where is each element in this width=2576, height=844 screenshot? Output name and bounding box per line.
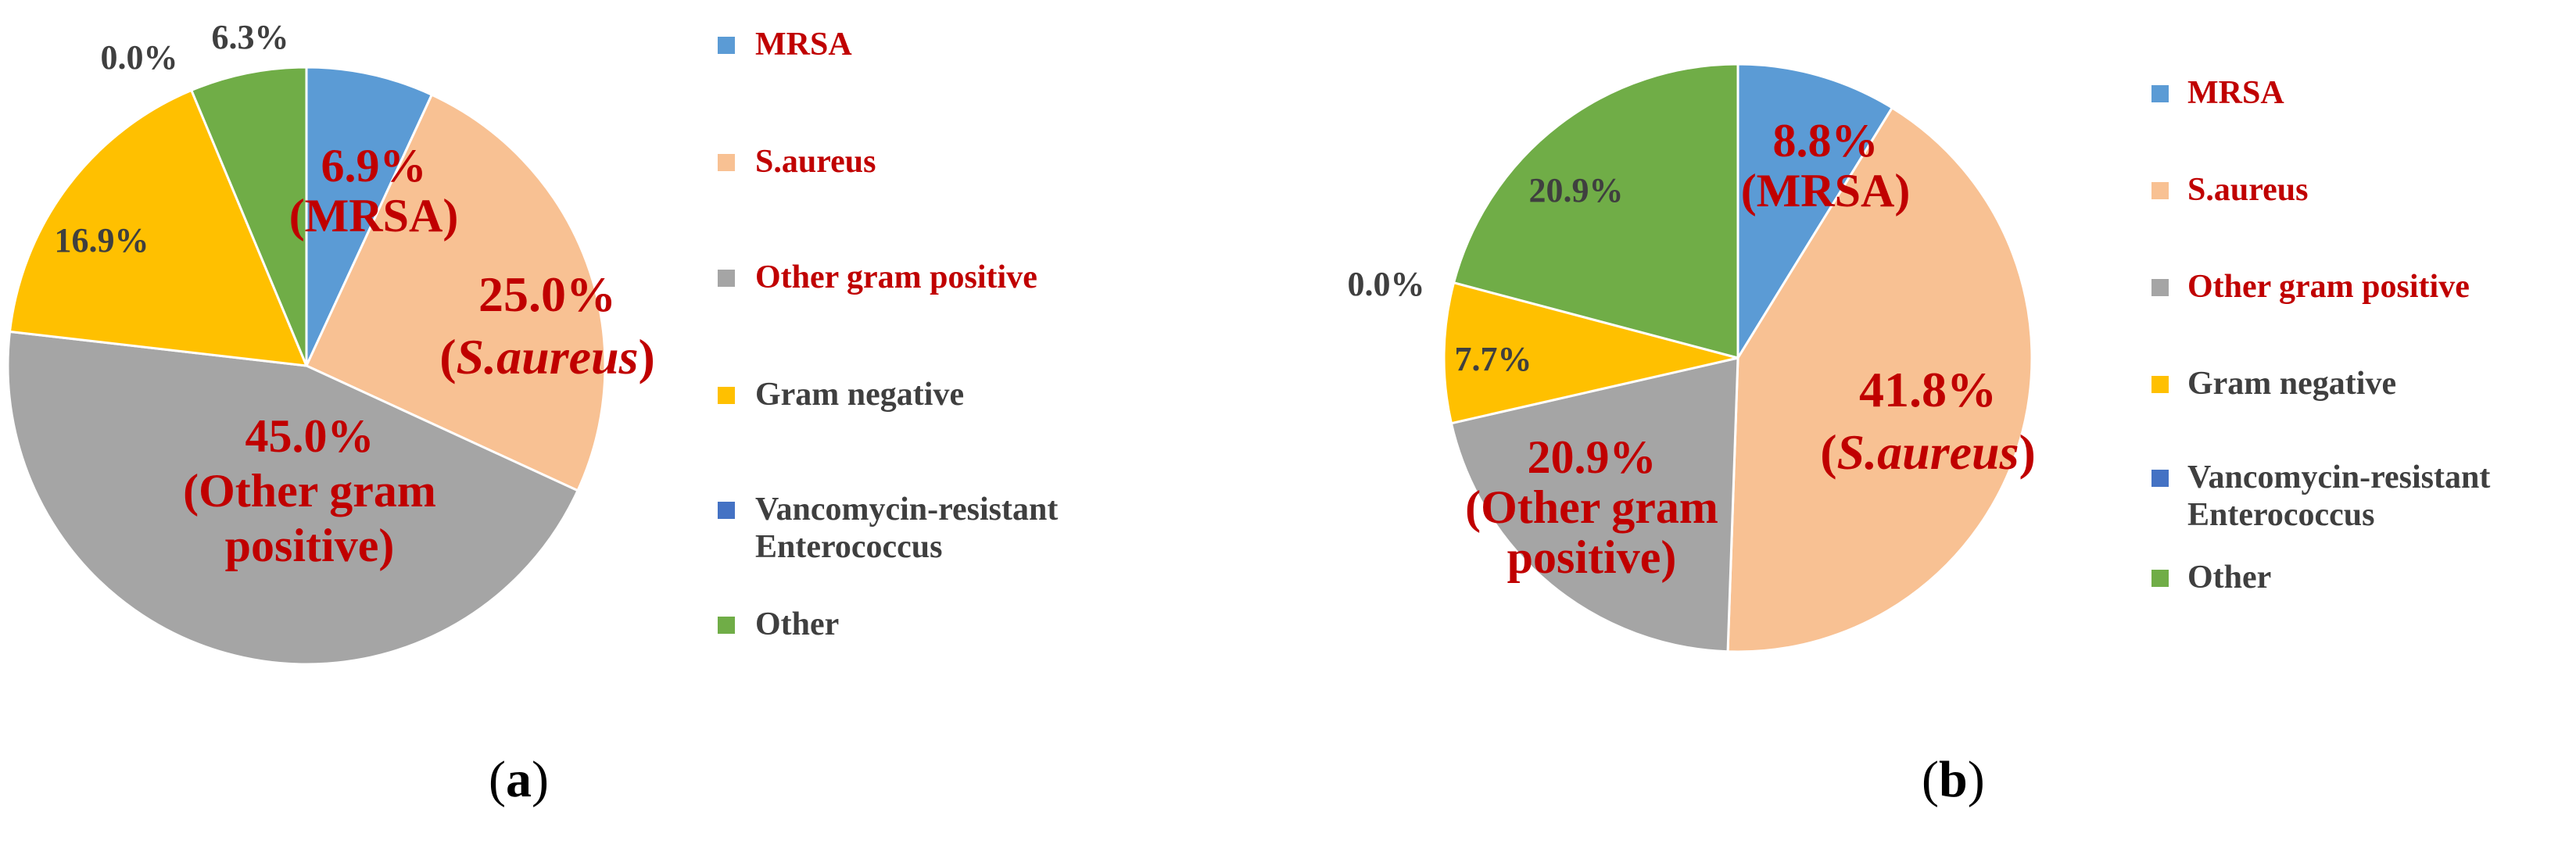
data-label-vancomycin-resistant-enterococcus: 0.0% (101, 38, 178, 77)
legend-item-s-aureus: S.aureus (2151, 172, 2308, 208)
legend-item-s-aureus: S.aureus (718, 144, 876, 180)
slice-other (190, 66, 308, 367)
legend-swatch (2151, 85, 2169, 102)
legend-swatch (718, 617, 735, 634)
legend-swatch (2151, 279, 2169, 296)
legend-item-gram-negative: Gram negative (2151, 366, 2396, 402)
slice-other (1453, 63, 1739, 359)
legend-swatch (718, 154, 735, 171)
data-label-mrsa: 6.9% (MRSA) (289, 140, 459, 241)
legend-label: MRSA (755, 27, 852, 63)
legend-item-gram-negative: Gram negative (718, 377, 964, 413)
caption-a-letter: a (505, 751, 532, 808)
slice-labels: 8.8% (MRSA) 41.8% (S.aureus) 20.9% (Other gra… (1348, 115, 2036, 583)
legend-item-other-gram-positive: Other gram positive (718, 259, 1037, 295)
legend-item-vancomycin-resistant-enterococcus: Vancomycin-resistant Enterococcus (2151, 460, 2490, 533)
slice-other-gram-positive (6, 330, 579, 666)
slice-labels: 6.9% (MRSA) 25.0% (S.aureus)45.0% (Other gra… (55, 18, 655, 571)
legend-item-other: Other (2151, 560, 2271, 595)
legend-swatch (718, 270, 735, 287)
legend-swatch (2151, 376, 2169, 393)
legend-swatch (2151, 570, 2169, 587)
slice-mrsa (1736, 63, 1893, 359)
legend-swatch (2151, 470, 2169, 487)
legend-label: S.aureus (755, 144, 876, 180)
caption-b-letter: b (1938, 751, 1968, 808)
slices (1442, 63, 2033, 653)
legend-swatch (718, 387, 735, 404)
caption-b: (b) (1922, 751, 1985, 808)
legend-item-other: Other (718, 606, 839, 642)
legend-label: Vancomycin-resistant Enterococcus (2187, 460, 2490, 533)
data-label-other: 20.9% (1529, 171, 1624, 209)
legend-item-mrsa: MRSA (718, 27, 852, 63)
legend-b: MRSA S.aureus Other gram positive Gram nega… (2151, 75, 2490, 595)
slice-mrsa (305, 66, 433, 367)
data-label-s-aureus: 25.0% (S.aureus) (439, 266, 655, 384)
caption-a: (a) (489, 751, 549, 808)
legend-swatch (718, 502, 735, 519)
slice-gram-negative (9, 88, 308, 367)
legend-label: Other gram positive (2187, 269, 2470, 305)
slices (6, 66, 607, 666)
legend-item-vancomycin-resistant-enterococcus: Vancomycin-resistant Enterococcus (718, 492, 1058, 565)
data-label-other-gram-positive: 20.9% (Other gram positive) (1465, 431, 1718, 583)
slice-other-gram-positive (1449, 356, 1739, 653)
slice-s-aureus (1726, 106, 2033, 653)
data-label-other: 6.3% (212, 18, 289, 56)
legend-a: MRSA S.aureus Other gram positive Gram nega… (718, 27, 1058, 642)
data-label-gram-negative: 16.9% (55, 221, 149, 259)
legend-swatch (718, 37, 735, 54)
slice-gram-negative (1442, 281, 1739, 425)
legend-swatch (2151, 182, 2169, 199)
legend-label: Gram negative (2187, 366, 2396, 402)
data-label-s-aureus: 41.8% (S.aureus) (1820, 362, 2036, 480)
data-label-mrsa: 8.8% (MRSA) (1741, 115, 1911, 216)
legend-label: Other gram positive (755, 259, 1037, 295)
slice-s-aureus (305, 93, 607, 492)
legend-label: Other (755, 606, 839, 642)
pie-chart-a: 6.9% (MRSA) 25.0% (S.aureus)45.0% (Other gra… (6, 18, 655, 666)
legend-label: S.aureus (2187, 172, 2308, 208)
legend-label: Other (2187, 560, 2271, 595)
legend-label: MRSA (2187, 75, 2284, 111)
data-label-vancomycin-resistant-enterococcus: 0.0% (1348, 265, 1425, 303)
data-label-other-gram-positive: 45.0% (Other gram positive) (183, 410, 436, 571)
data-label-gram-negative: 7.7% (1455, 340, 1532, 378)
legend-item-mrsa: MRSA (2151, 75, 2284, 111)
pie-chart-b: 8.8% (MRSA) 41.8% (S.aureus) 20.9% (Other gra… (1348, 63, 2036, 653)
legend-label: Vancomycin-resistant Enterococcus (755, 492, 1058, 565)
legend-item-other-gram-positive: Other gram positive (2151, 269, 2470, 305)
legend-label: Gram negative (755, 377, 964, 413)
